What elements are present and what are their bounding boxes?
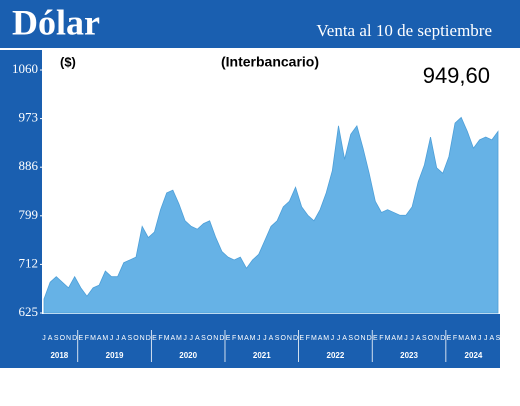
x-tick-label: M [176, 335, 182, 342]
y-axis-label: ($) [60, 54, 76, 69]
x-tick-label: O [428, 335, 434, 342]
x-axis-band [42, 314, 500, 368]
x-tick-label: E [373, 335, 378, 342]
y-tick-label: 973 [19, 110, 39, 125]
x-tick-label: D [219, 335, 224, 342]
x-tick-label: J [42, 335, 46, 342]
year-label: 2021 [253, 351, 271, 360]
x-tick-label: S [275, 335, 280, 342]
y-tick-label: 625 [19, 304, 39, 319]
x-tick-label: F [158, 335, 162, 342]
x-tick-label: S [54, 335, 59, 342]
x-tick-label: F [453, 335, 457, 342]
x-tick-label: J [478, 335, 482, 342]
x-tick-label: N [287, 335, 292, 342]
x-tick-label: E [299, 335, 304, 342]
x-tick-label: F [306, 335, 310, 342]
x-tick-label: A [318, 335, 323, 342]
x-tick-label: M [471, 335, 477, 342]
x-tick-label: E [447, 335, 452, 342]
x-tick-label: J [116, 335, 120, 342]
x-tick-label: O [207, 335, 213, 342]
y-tick-label: 799 [19, 207, 39, 222]
y-tick-label: 712 [19, 255, 39, 270]
year-label: 2024 [465, 351, 483, 360]
last-value: 949,60 [423, 63, 490, 88]
year-label: 2023 [400, 351, 418, 360]
x-tick-label: S [201, 335, 206, 342]
area [43, 116, 499, 314]
x-tick-label: M [385, 335, 391, 342]
x-tick-label: D [72, 335, 77, 342]
x-tick-label: N [213, 335, 218, 342]
x-tick-label: M [458, 335, 464, 342]
y-tick-label: 886 [19, 158, 39, 173]
x-tick-label: A [244, 335, 249, 342]
y-tick-label: 1060 [12, 61, 38, 76]
x-tick-label: E [78, 335, 83, 342]
chart-title: Dólar [12, 2, 100, 42]
x-tick-label: A [171, 335, 176, 342]
x-tick-label: S [348, 335, 353, 342]
x-tick-label: A [269, 335, 274, 342]
x-tick-label: D [146, 335, 151, 342]
x-tick-label: A [416, 335, 421, 342]
x-tick-label: J [484, 335, 488, 342]
note: (Interbancario) [221, 54, 319, 70]
y-axis-band [0, 50, 42, 368]
x-tick-label: J [189, 335, 193, 342]
x-tick-label: N [66, 335, 71, 342]
x-tick-label: S [128, 335, 133, 342]
x-tick-label: M [397, 335, 403, 342]
x-tick-label: A [48, 335, 53, 342]
year-label: 2018 [50, 351, 68, 360]
x-tick-label: O [60, 335, 66, 342]
x-tick-label: A [121, 335, 126, 342]
year-label: 2022 [327, 351, 345, 360]
x-tick-label: J [110, 335, 114, 342]
x-tick-label: S [496, 335, 501, 342]
x-tick-label: J [331, 335, 335, 342]
x-tick-label: E [152, 335, 157, 342]
x-tick-label: J [183, 335, 187, 342]
x-tick-label: M [323, 335, 329, 342]
x-tick-label: O [354, 335, 360, 342]
x-tick-label: E [226, 335, 231, 342]
header-band [0, 0, 520, 48]
x-tick-label: O [133, 335, 139, 342]
chart-subtitle: Venta al 10 de septiembre [316, 21, 492, 40]
x-tick-label: F [232, 335, 236, 342]
x-tick-label: D [440, 335, 445, 342]
year-label: 2020 [179, 351, 197, 360]
x-tick-label: M [90, 335, 96, 342]
x-tick-label: S [422, 335, 427, 342]
x-tick-label: J [404, 335, 408, 342]
x-tick-label: M [164, 335, 170, 342]
x-tick-label: F [85, 335, 89, 342]
x-tick-label: A [391, 335, 396, 342]
x-tick-label: F [379, 335, 383, 342]
x-tick-label: N [434, 335, 439, 342]
x-tick-label: A [342, 335, 347, 342]
x-tick-label: A [195, 335, 200, 342]
x-tick-label: A [490, 335, 495, 342]
x-tick-label: M [237, 335, 243, 342]
x-tick-label: O [281, 335, 287, 342]
x-tick-label: M [102, 335, 108, 342]
x-tick-label: J [410, 335, 414, 342]
x-tick-label: D [293, 335, 298, 342]
x-tick-label: J [257, 335, 261, 342]
x-tick-label: D [367, 335, 372, 342]
year-label: 2019 [106, 351, 124, 360]
x-tick-label: M [250, 335, 256, 342]
x-tick-label: N [360, 335, 365, 342]
x-tick-label: A [97, 335, 102, 342]
x-tick-label: A [465, 335, 470, 342]
x-tick-label: J [263, 335, 267, 342]
x-tick-label: J [337, 335, 341, 342]
x-tick-label: N [140, 335, 145, 342]
x-tick-label: M [311, 335, 317, 342]
